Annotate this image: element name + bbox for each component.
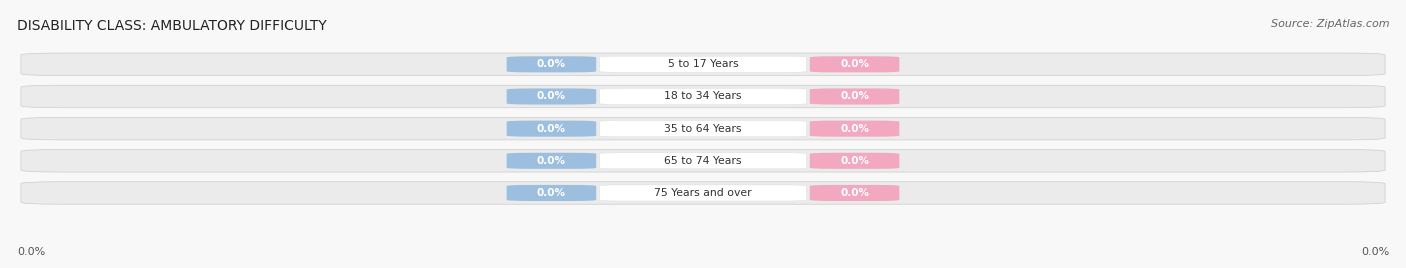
Text: 18 to 34 Years: 18 to 34 Years bbox=[664, 91, 742, 102]
FancyBboxPatch shape bbox=[21, 150, 1385, 172]
FancyBboxPatch shape bbox=[21, 117, 1385, 140]
Text: 0.0%: 0.0% bbox=[537, 156, 567, 166]
Text: DISABILITY CLASS: AMBULATORY DIFFICULTY: DISABILITY CLASS: AMBULATORY DIFFICULTY bbox=[17, 19, 326, 33]
Text: 0.0%: 0.0% bbox=[839, 156, 869, 166]
FancyBboxPatch shape bbox=[506, 185, 596, 201]
FancyBboxPatch shape bbox=[599, 153, 807, 169]
Text: 0.0%: 0.0% bbox=[839, 91, 869, 102]
Text: 0.0%: 0.0% bbox=[537, 188, 567, 198]
Text: 75 Years and over: 75 Years and over bbox=[654, 188, 752, 198]
FancyBboxPatch shape bbox=[599, 185, 807, 201]
FancyBboxPatch shape bbox=[599, 88, 807, 105]
FancyBboxPatch shape bbox=[599, 56, 807, 72]
FancyBboxPatch shape bbox=[810, 153, 900, 169]
Text: 0.0%: 0.0% bbox=[1361, 247, 1389, 257]
Text: 0.0%: 0.0% bbox=[537, 91, 567, 102]
Text: 0.0%: 0.0% bbox=[537, 124, 567, 134]
FancyBboxPatch shape bbox=[21, 182, 1385, 204]
FancyBboxPatch shape bbox=[21, 53, 1385, 76]
FancyBboxPatch shape bbox=[810, 121, 900, 137]
FancyBboxPatch shape bbox=[506, 56, 596, 72]
Text: 0.0%: 0.0% bbox=[17, 247, 45, 257]
FancyBboxPatch shape bbox=[810, 185, 900, 201]
Text: Source: ZipAtlas.com: Source: ZipAtlas.com bbox=[1271, 19, 1389, 29]
Text: 0.0%: 0.0% bbox=[839, 124, 869, 134]
FancyBboxPatch shape bbox=[506, 88, 596, 105]
FancyBboxPatch shape bbox=[810, 56, 900, 72]
Text: 0.0%: 0.0% bbox=[839, 188, 869, 198]
Text: 5 to 17 Years: 5 to 17 Years bbox=[668, 59, 738, 69]
FancyBboxPatch shape bbox=[599, 121, 807, 137]
Text: 0.0%: 0.0% bbox=[537, 59, 567, 69]
Text: 35 to 64 Years: 35 to 64 Years bbox=[664, 124, 742, 134]
Text: 65 to 74 Years: 65 to 74 Years bbox=[664, 156, 742, 166]
FancyBboxPatch shape bbox=[810, 88, 900, 105]
Text: 0.0%: 0.0% bbox=[839, 59, 869, 69]
FancyBboxPatch shape bbox=[506, 153, 596, 169]
FancyBboxPatch shape bbox=[506, 121, 596, 137]
FancyBboxPatch shape bbox=[21, 85, 1385, 108]
